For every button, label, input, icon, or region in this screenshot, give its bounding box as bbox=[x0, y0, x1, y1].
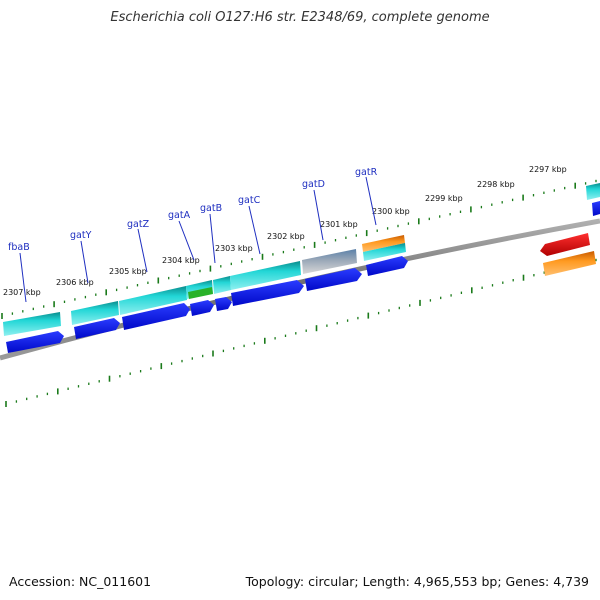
gene-feature bbox=[362, 235, 405, 252]
cds-arrow bbox=[231, 280, 304, 306]
scale-label: 2306 kbp bbox=[56, 278, 94, 287]
cds-arrow bbox=[592, 201, 600, 216]
scale-label: 2297 kbp bbox=[529, 165, 567, 174]
gene-label-gata: gatA bbox=[168, 210, 191, 221]
cds-arrow bbox=[215, 297, 232, 311]
reverse-gene-feature bbox=[543, 251, 596, 276]
scale-label: 2305 kbp bbox=[109, 267, 147, 276]
gene-feature bbox=[188, 287, 213, 299]
gene-labels: fbaB gatY gatZ gatA gatB gatC gatD gatR bbox=[8, 167, 378, 253]
scale-label: 2302 kbp bbox=[267, 232, 305, 241]
gene-label-gatd: gatD bbox=[302, 179, 325, 190]
cds-arrow bbox=[366, 256, 408, 276]
gene-feature bbox=[363, 243, 406, 261]
gene-label-gaty: gatY bbox=[70, 230, 92, 241]
gene-feature bbox=[230, 261, 301, 290]
scale-label: 2301 kbp bbox=[320, 220, 358, 229]
gene-feature-track bbox=[3, 183, 600, 336]
gene-label-leaders bbox=[19, 176, 377, 303]
gene-label-gatb: gatB bbox=[200, 203, 222, 214]
gene-feature bbox=[302, 249, 357, 274]
scale-label: 2299 kbp bbox=[425, 194, 463, 203]
cds-arrow bbox=[190, 300, 214, 316]
gene-label-fbab: fbaB bbox=[8, 242, 30, 253]
scale-label: 2307 kbp bbox=[3, 288, 41, 297]
reverse-cds-arrow bbox=[540, 233, 590, 256]
gene-feature bbox=[3, 312, 61, 336]
gene-label-gatz: gatZ bbox=[127, 219, 150, 230]
gene-feature bbox=[586, 183, 600, 200]
scale-label: 2298 kbp bbox=[477, 180, 515, 189]
map-title: Escherichia coli O127:H6 str. E2348/69, … bbox=[110, 10, 490, 25]
gene-feature bbox=[213, 276, 231, 294]
scale-label: 2303 kbp bbox=[215, 244, 253, 253]
cds-arrow bbox=[6, 331, 64, 353]
scale-label: 2300 kbp bbox=[372, 207, 410, 216]
outer-scale-ticks bbox=[1, 179, 597, 319]
genome-info-text: Topology: circular; Length: 4,965,553 bp… bbox=[245, 574, 589, 589]
gene-label-gatc: gatC bbox=[238, 195, 261, 206]
inner-scale-ticks bbox=[5, 258, 597, 407]
gene-label-gatr: gatR bbox=[355, 167, 378, 178]
cds-arrow bbox=[122, 303, 190, 330]
gene-feature bbox=[119, 286, 187, 315]
scale-labels: 2307 kbp 2306 kbp 2305 kbp 2304 kbp 2303… bbox=[3, 165, 567, 297]
cds-track bbox=[6, 201, 600, 353]
cds-arrow bbox=[305, 268, 362, 291]
scale-label: 2304 kbp bbox=[162, 256, 200, 265]
gene-feature bbox=[71, 301, 119, 325]
reverse-strand-features bbox=[540, 233, 596, 276]
cds-arrow bbox=[74, 318, 120, 339]
accession-text: Accession: NC_011601 bbox=[9, 574, 152, 589]
